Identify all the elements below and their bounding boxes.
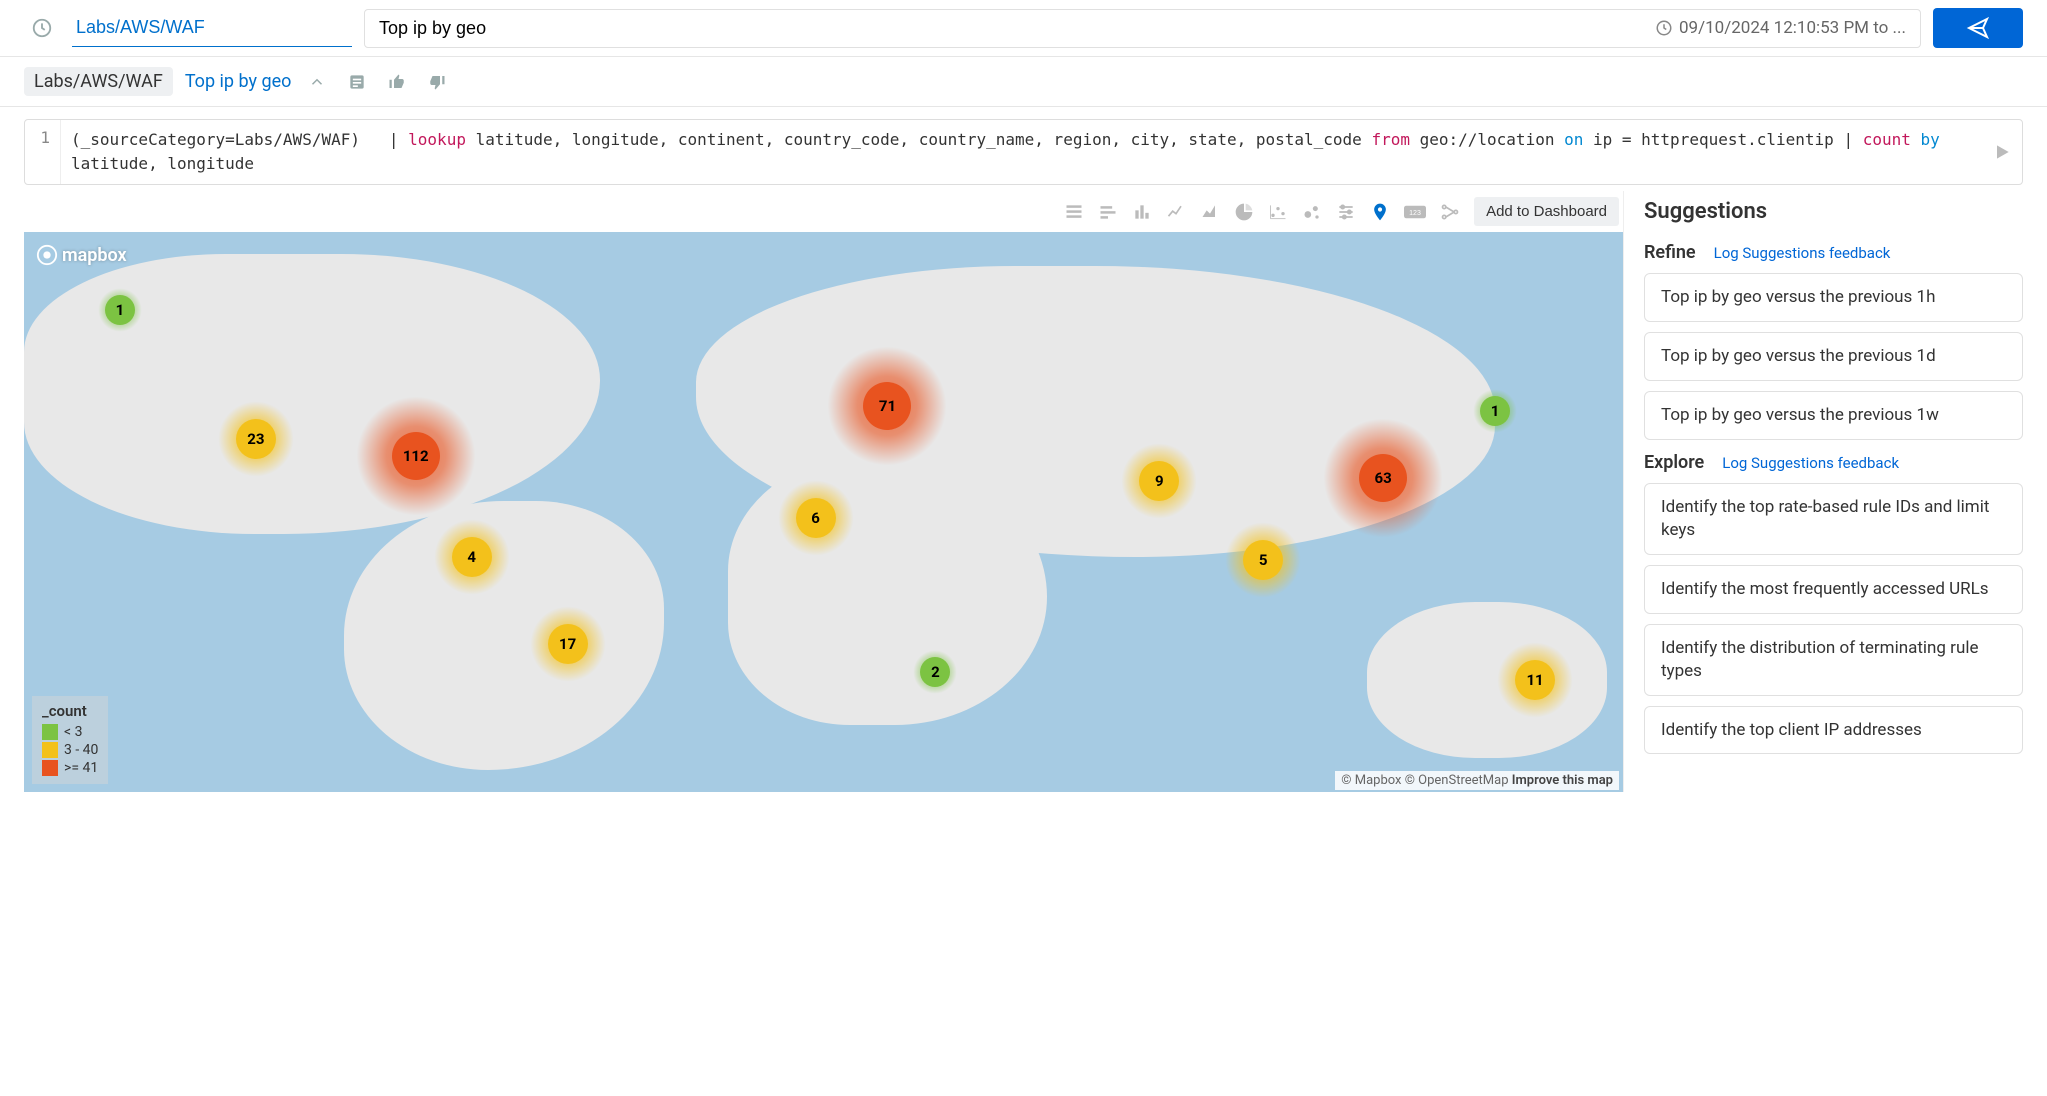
improve-map-link[interactable]: Improve this map: [1512, 773, 1613, 788]
notes-icon[interactable]: [343, 68, 371, 96]
suggestions-title: Suggestions: [1644, 199, 2023, 224]
time-range-text: 09/10/2024 12:10:53 PM to ...: [1679, 18, 1906, 38]
query-input[interactable]: [379, 18, 1655, 39]
mapbox-logo: mapbox: [36, 244, 127, 266]
svg-text:123: 123: [1409, 210, 1421, 217]
source-category-input[interactable]: [72, 9, 352, 47]
map-bubble[interactable]: 71: [863, 382, 911, 430]
explore-feedback-link[interactable]: Log Suggestions feedback: [1722, 454, 1899, 472]
map-bubble[interactable]: 1: [105, 295, 135, 325]
table-view-icon[interactable]: [1064, 202, 1084, 222]
refine-label: Refine: [1644, 242, 1696, 263]
legend-row: 3 - 40: [42, 742, 98, 758]
legend-row: < 3: [42, 724, 98, 740]
map-bubble[interactable]: 2: [920, 657, 950, 687]
visualization-column: 123 Add to Dashboard mapbox _count < 33 …: [24, 191, 1623, 792]
line-number: 1: [25, 120, 61, 184]
map-bubble[interactable]: 4: [452, 537, 492, 577]
map-attribution: © Mapbox © OpenStreetMap Improve this ma…: [1335, 771, 1619, 790]
top-bar: 09/10/2024 12:10:53 PM to ...: [0, 0, 2047, 57]
map-bubble[interactable]: 5: [1243, 540, 1283, 580]
map-legend: _count < 3 3 - 40 >= 41: [32, 696, 108, 784]
refine-suggestion[interactable]: Top ip by geo versus the previous 1d: [1644, 332, 2023, 381]
viz-toolbar: 123 Add to Dashboard: [24, 191, 1623, 232]
explore-label: Explore: [1644, 452, 1704, 473]
bar-horizontal-icon[interactable]: [1098, 202, 1118, 222]
execute-icon[interactable]: [1992, 142, 2012, 162]
refine-suggestion[interactable]: Top ip by geo versus the previous 1w: [1644, 391, 2023, 440]
query-code[interactable]: (_sourceCategory=Labs/AWS/WAF) | lookup …: [61, 120, 2022, 184]
history-icon[interactable]: [24, 10, 60, 46]
bubble-chart-icon[interactable]: [1302, 202, 1322, 222]
breadcrumb-bar: Labs/AWS/WAF Top ip by geo: [0, 57, 2047, 107]
map-bubble[interactable]: 17: [548, 624, 588, 664]
map-pin-icon[interactable]: [1370, 202, 1390, 222]
pie-chart-icon[interactable]: [1234, 202, 1254, 222]
clock-icon: [1655, 19, 1673, 37]
legend-row: >= 41: [42, 760, 98, 776]
explore-suggestion[interactable]: Identify the distribution of terminating…: [1644, 624, 2023, 696]
sankey-icon[interactable]: [1440, 202, 1460, 222]
line-chart-icon[interactable]: [1166, 202, 1186, 222]
map-bubble[interactable]: 6: [796, 498, 836, 538]
explore-suggestion[interactable]: Identify the most frequently accessed UR…: [1644, 565, 2023, 614]
main-row: 123 Add to Dashboard mapbox _count < 33 …: [24, 191, 2023, 792]
refine-section-header: Refine Log Suggestions feedback: [1644, 242, 2023, 263]
legend-title: _count: [42, 702, 98, 720]
scatter-icon[interactable]: [1268, 202, 1288, 222]
thumbs-down-icon[interactable]: [423, 68, 451, 96]
explore-suggestion[interactable]: Identify the top client IP addresses: [1644, 706, 2023, 755]
settings-sliders-icon[interactable]: [1336, 202, 1356, 222]
breadcrumb-path[interactable]: Labs/AWS/WAF: [24, 67, 173, 96]
map-bubble[interactable]: 9: [1139, 461, 1179, 501]
map-bubble[interactable]: 112: [392, 432, 440, 480]
refine-feedback-link[interactable]: Log Suggestions feedback: [1714, 244, 1891, 262]
run-button[interactable]: [1933, 8, 2023, 48]
explore-section-header: Explore Log Suggestions feedback: [1644, 452, 2023, 473]
query-editor[interactable]: 1 (_sourceCategory=Labs/AWS/WAF) | looku…: [24, 119, 2023, 185]
bar-vertical-icon[interactable]: [1132, 202, 1152, 222]
suggestions-panel: Suggestions Refine Log Suggestions feedb…: [1623, 191, 2023, 792]
map-bubble[interactable]: 1: [1480, 396, 1510, 426]
refine-suggestion[interactable]: Top ip by geo versus the previous 1h: [1644, 273, 2023, 322]
map-bubble[interactable]: 11: [1515, 660, 1555, 700]
single-value-icon[interactable]: 123: [1404, 203, 1426, 221]
geo-map[interactable]: mapbox _count < 3 3 - 40 >= 41 © Mapbox © …: [24, 232, 1623, 792]
explore-suggestion[interactable]: Identify the top rate-based rule IDs and…: [1644, 483, 2023, 555]
breadcrumb-title[interactable]: Top ip by geo: [185, 71, 292, 92]
send-icon: [1966, 16, 1990, 40]
map-bubble[interactable]: 63: [1359, 454, 1407, 502]
collapse-icon[interactable]: [303, 68, 331, 96]
map-bubble[interactable]: 23: [236, 419, 276, 459]
time-range-picker[interactable]: 09/10/2024 12:10:53 PM to ...: [1655, 18, 1906, 38]
add-to-dashboard-button[interactable]: Add to Dashboard: [1474, 197, 1619, 226]
area-chart-icon[interactable]: [1200, 202, 1220, 222]
query-input-wrapper: 09/10/2024 12:10:53 PM to ...: [364, 9, 1921, 48]
thumbs-up-icon[interactable]: [383, 68, 411, 96]
